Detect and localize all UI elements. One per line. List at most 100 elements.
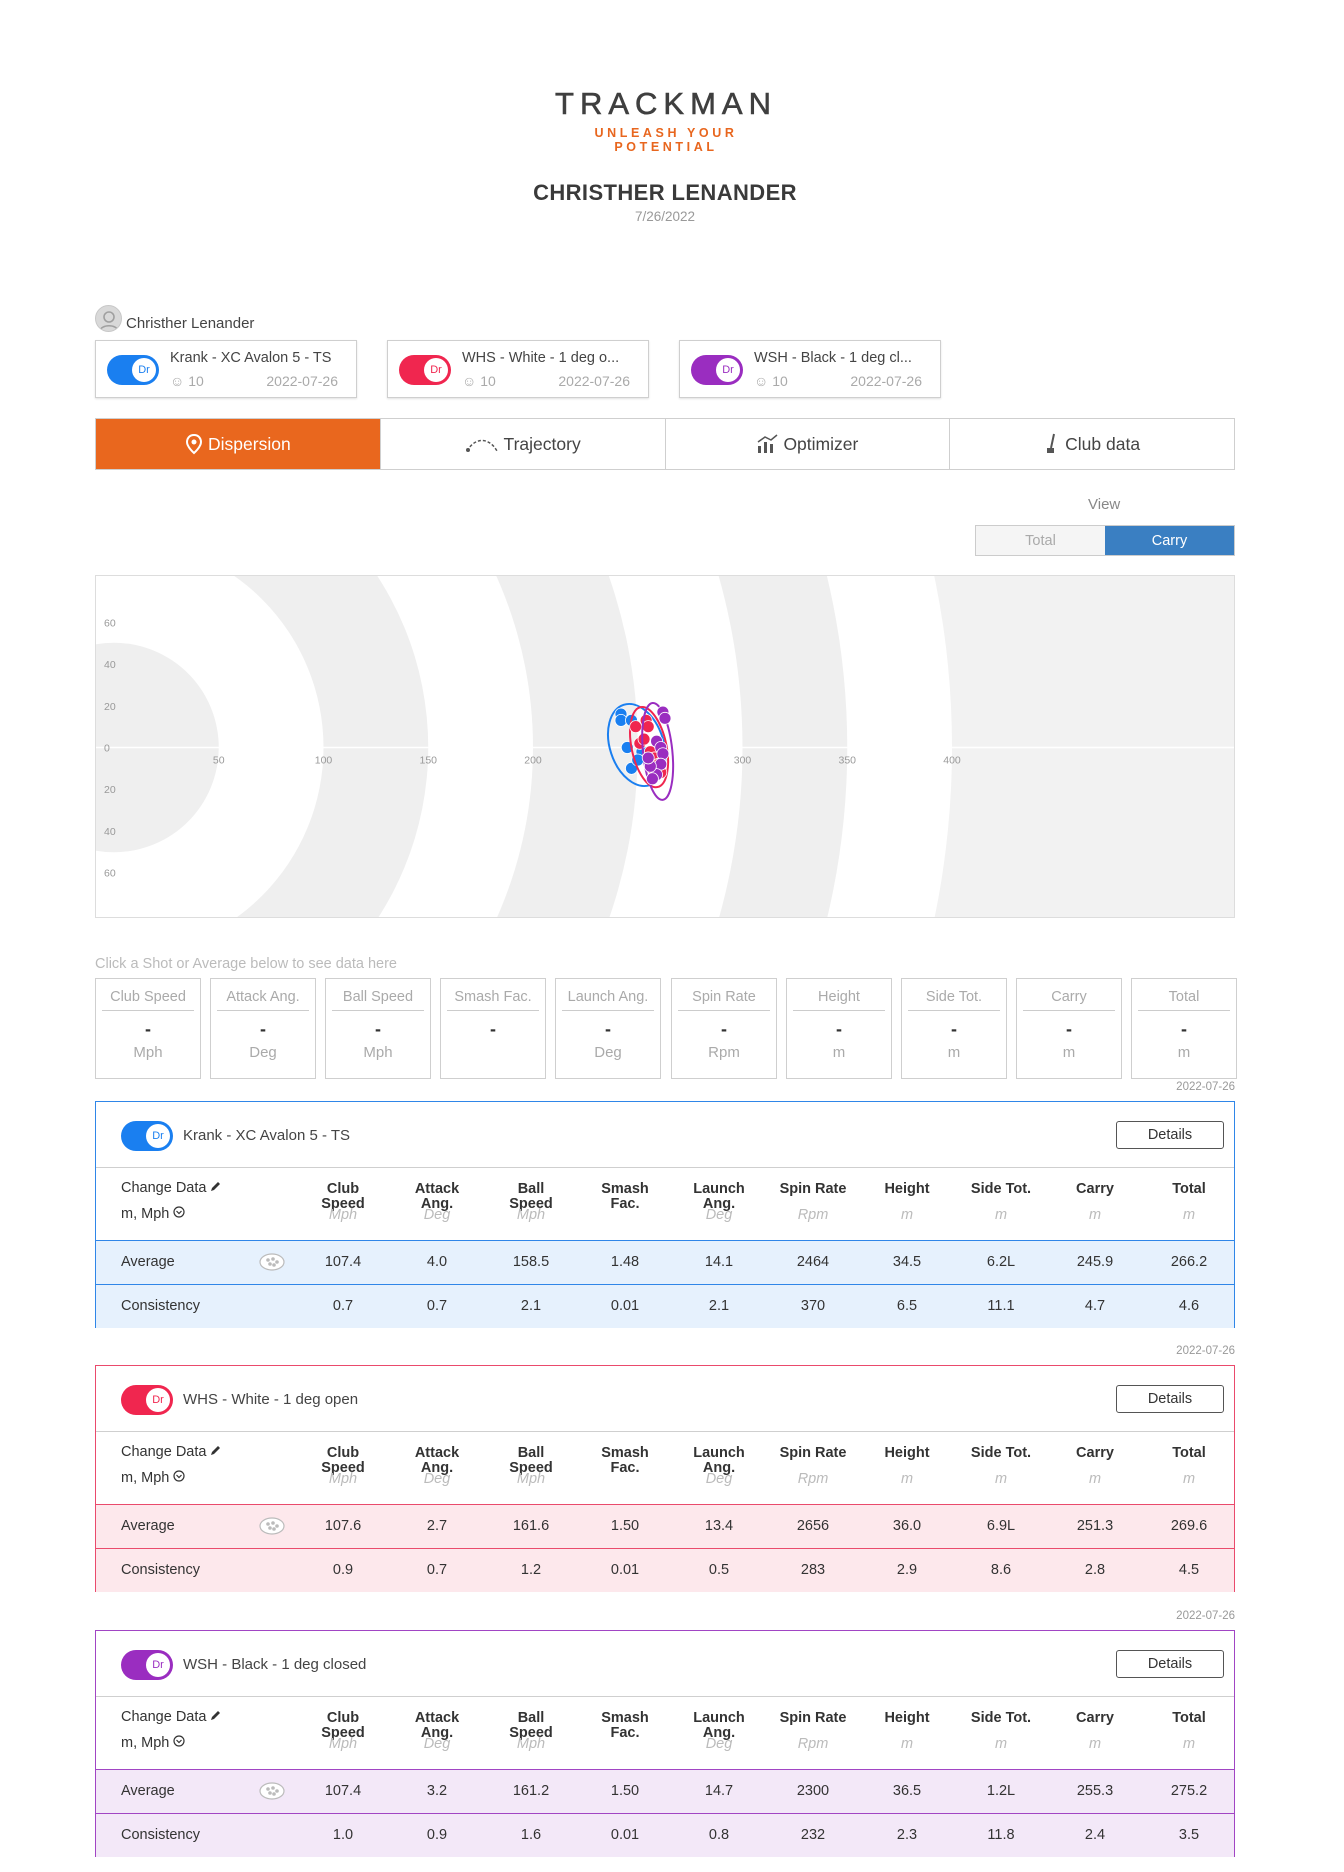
club-card-wsh[interactable]: Dr WSH - Black - 1 deg cl... ☺ 10 2022-0… bbox=[679, 340, 941, 398]
tab-label: Optimizer bbox=[783, 433, 859, 454]
cell-value: 34.5 bbox=[892, 1254, 922, 1270]
column-unit: m bbox=[900, 1207, 914, 1223]
y-tick-label: 40 bbox=[104, 659, 116, 671]
consistency-row[interactable]: Consistency 1.0 0.9 1.6 0.01 0.8 232 2.3 11.8 2.4… bbox=[96, 1813, 1234, 1857]
group-date: 2022-07-26 bbox=[1176, 1345, 1235, 1357]
cell-value: 11.8 bbox=[987, 1827, 1015, 1843]
stat-value: - bbox=[490, 1019, 496, 1039]
details-button[interactable]: Details bbox=[1116, 1385, 1224, 1413]
shot-point bbox=[658, 711, 672, 725]
change-data-link[interactable]: Change Data bbox=[121, 1444, 221, 1460]
stat-box: Ball Speed - Mph bbox=[325, 978, 431, 1079]
club-toggle[interactable]: Dr bbox=[107, 355, 159, 385]
average-row[interactable]: Average 107.4 4.0 158.5 1.48 14.1 2464 34.5 6.2L… bbox=[96, 1240, 1234, 1284]
column-header: Ball Speed bbox=[484, 1182, 578, 1212]
average-row[interactable]: Average 107.4 3.2 161.2 1.50 14.7 2300 36.5 1.2L… bbox=[96, 1769, 1234, 1813]
club-toggle[interactable]: Dr bbox=[691, 355, 743, 385]
consistency-row[interactable]: Consistency 0.9 0.7 1.2 0.01 0.5 283 2.9 8.6 2.8 4… bbox=[96, 1548, 1234, 1592]
change-data-link[interactable]: Change Data bbox=[121, 1180, 221, 1196]
column-header-line2: Ang. bbox=[420, 1196, 454, 1212]
group-toggle[interactable]: Dr bbox=[121, 1385, 173, 1415]
average-row[interactable]: Average 107.6 2.7 161.6 1.50 13.4 2656 36.0 6.9L… bbox=[96, 1504, 1234, 1548]
tab-trajectory[interactable]: Trajectory bbox=[380, 419, 666, 469]
units-selector[interactable]: m, Mph bbox=[121, 1470, 185, 1486]
stat-unit: Deg bbox=[249, 1044, 277, 1061]
group-header: Dr Krank - XC Avalon 5 - TS Details bbox=[96, 1102, 1234, 1168]
cell-value: 255.3 bbox=[1076, 1783, 1114, 1799]
column-header: Carry bbox=[1048, 1182, 1142, 1197]
shots-cluster-icon[interactable] bbox=[258, 1781, 286, 1801]
shot-count-value: 10 bbox=[188, 373, 204, 389]
y-tick-label: 40 bbox=[104, 826, 116, 838]
row-label: Consistency bbox=[121, 1562, 200, 1578]
cell-value: 0.5 bbox=[708, 1562, 730, 1578]
stat-value: - bbox=[1066, 1019, 1072, 1039]
details-button[interactable]: Details bbox=[1116, 1121, 1224, 1149]
club-group-table: Dr Krank - XC Avalon 5 - TS Details Change … bbox=[95, 1101, 1235, 1328]
club-group-table: Dr WSH - Black - 1 deg closed Details Chang… bbox=[95, 1630, 1235, 1857]
stat-box: Launch Ang. - Deg bbox=[555, 978, 661, 1079]
column-header-line1: Club bbox=[326, 1181, 360, 1197]
column-unit: m bbox=[994, 1736, 1008, 1752]
column-header-line1: Height bbox=[884, 1445, 930, 1461]
cell-value: 0.01 bbox=[610, 1827, 640, 1843]
column-unit: m bbox=[1088, 1207, 1102, 1223]
tab-club-data[interactable]: Club data bbox=[950, 419, 1234, 469]
pencil-icon bbox=[211, 1711, 221, 1720]
cell-value: 0.9 bbox=[426, 1827, 448, 1843]
column-header-line1: Side Tot. bbox=[970, 1181, 1032, 1197]
group-header: Dr WSH - Black - 1 deg closed Details bbox=[96, 1631, 1234, 1697]
column-header-line2: Speed bbox=[509, 1460, 553, 1476]
tab-dispersion[interactable]: Dispersion bbox=[96, 419, 381, 469]
group-toggle[interactable]: Dr bbox=[121, 1121, 173, 1151]
column-header-line1: Spin Rate bbox=[779, 1710, 847, 1726]
row-label: Average bbox=[121, 1783, 175, 1799]
shot-count: ☺ 10 bbox=[170, 373, 204, 389]
view-carry-button[interactable]: Carry bbox=[1105, 526, 1234, 555]
cell-value: 13.4 bbox=[704, 1518, 734, 1534]
x-tick-label: 300 bbox=[734, 755, 752, 767]
toggle-knob: Dr bbox=[146, 1388, 170, 1412]
row-label: Consistency bbox=[121, 1298, 200, 1314]
group-toggle[interactable]: Dr bbox=[121, 1650, 173, 1680]
column-unit: m bbox=[1088, 1736, 1102, 1752]
stat-label: Attack Ang. bbox=[217, 989, 309, 1011]
trajectory-icon bbox=[465, 439, 498, 452]
session-date: 7/26/2022 bbox=[634, 209, 696, 224]
column-header: Side Tot. bbox=[954, 1182, 1048, 1197]
column-header-line1: Total bbox=[1172, 1445, 1206, 1461]
units-selector[interactable]: m, Mph bbox=[121, 1206, 185, 1222]
column-header-line2: Fac. bbox=[610, 1460, 640, 1476]
column-unit: Mph bbox=[516, 1471, 546, 1487]
details-button[interactable]: Details bbox=[1116, 1650, 1224, 1678]
units-selector[interactable]: m, Mph bbox=[121, 1735, 185, 1751]
cell-value: 0.7 bbox=[426, 1562, 448, 1578]
stat-value: - bbox=[260, 1019, 266, 1039]
stat-box: Carry - m bbox=[1016, 978, 1122, 1079]
stat-box: Total - m bbox=[1131, 978, 1237, 1079]
column-header: Carry bbox=[1048, 1711, 1142, 1726]
column-unit: Mph bbox=[516, 1207, 546, 1223]
cell-value: 11.1 bbox=[987, 1298, 1015, 1314]
toggle-knob: Dr bbox=[716, 358, 740, 382]
column-header-line1: Smash bbox=[601, 1181, 649, 1197]
column-header: Launch Ang. bbox=[672, 1446, 766, 1476]
change-data-link[interactable]: Change Data bbox=[121, 1709, 221, 1725]
x-tick-label: 50 bbox=[213, 755, 225, 767]
view-total-button[interactable]: Total bbox=[976, 526, 1105, 555]
tab-optimizer[interactable]: Optimizer bbox=[665, 419, 951, 469]
cell-value: 4.5 bbox=[1178, 1562, 1200, 1578]
club-card-whs[interactable]: Dr WHS - White - 1 deg o... ☺ 10 2022-07… bbox=[387, 340, 649, 398]
shots-cluster-icon[interactable] bbox=[258, 1252, 286, 1272]
cell-value: 245.9 bbox=[1076, 1254, 1114, 1270]
column-header-line2: Fac. bbox=[610, 1196, 640, 1212]
column-header: Smash Fac. bbox=[578, 1446, 672, 1476]
selection-hint: Click a Shot or Average below to see dat… bbox=[95, 956, 398, 972]
units-label: m, Mph bbox=[121, 1470, 170, 1486]
column-header: Club Speed bbox=[296, 1711, 390, 1741]
club-toggle[interactable]: Dr bbox=[399, 355, 451, 385]
club-card-krank[interactable]: Dr Krank - XC Avalon 5 - TS ☺ 10 2022-07… bbox=[95, 340, 357, 398]
shots-cluster-icon[interactable] bbox=[258, 1516, 286, 1536]
consistency-row[interactable]: Consistency 0.7 0.7 2.1 0.01 2.1 370 6.5 11.1 4.7… bbox=[96, 1284, 1234, 1328]
